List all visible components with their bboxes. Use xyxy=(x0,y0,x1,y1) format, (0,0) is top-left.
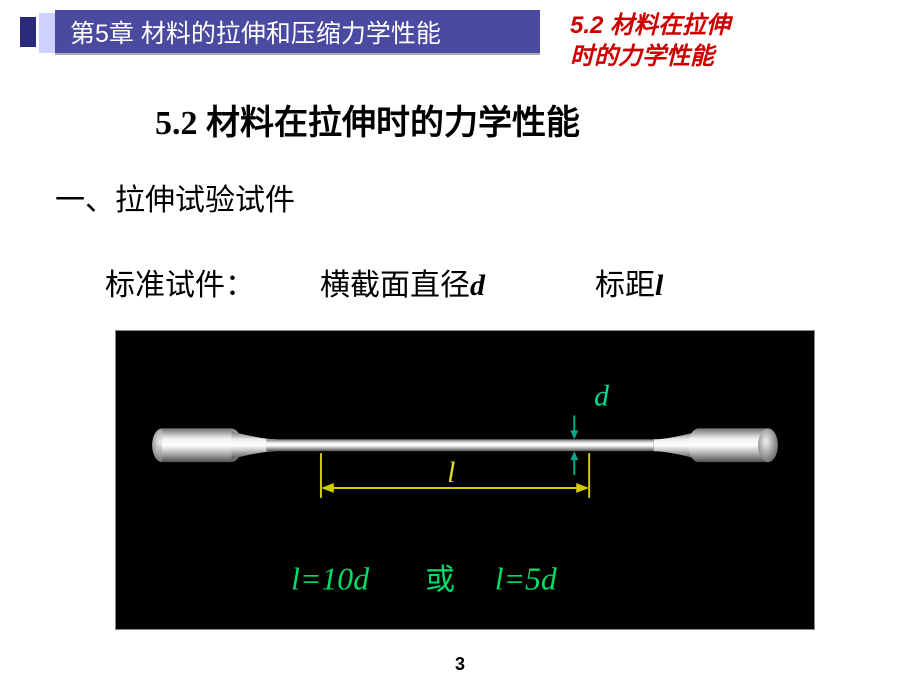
subsection-title: 一、拉伸试验试件 xyxy=(55,175,295,219)
l-marker: l xyxy=(321,453,589,498)
label-standard: 标准试件： xyxy=(105,260,255,304)
formula-2: l=5d xyxy=(495,561,557,596)
formula: l=10d 或 l=5d xyxy=(291,561,557,596)
chapter-title: 第5章 材料的拉伸和压缩力学性能 xyxy=(55,10,540,55)
grip-right-cap xyxy=(758,428,778,462)
page-number: 3 xyxy=(455,654,465,675)
corner-line2: 时的力学性能 xyxy=(570,43,714,70)
label-gauge: 标距l xyxy=(595,260,663,304)
formula-1: l=10d xyxy=(291,561,369,596)
l-label: l xyxy=(447,456,455,489)
corner-line1: 5.2 材料在拉伸 xyxy=(570,12,730,39)
header-bar: 第5章 材料的拉伸和压缩力学性能 xyxy=(20,10,540,55)
d-label: d xyxy=(594,380,609,413)
label-diameter: 横截面直径d xyxy=(320,260,485,304)
formula-mid: 或 xyxy=(425,563,455,596)
header-corner: 5.2 材料在拉伸 时的力学性能 xyxy=(570,10,895,72)
header-decoration xyxy=(20,13,55,53)
grip-left xyxy=(162,428,232,462)
specimen-diagram: d l l=10d 或 l=5d xyxy=(115,330,815,630)
labels-row: 标准试件： 横截面直径d 标距l xyxy=(105,260,663,304)
header-dec-dark xyxy=(20,17,36,47)
header-dec-light xyxy=(39,13,55,53)
section-title: 5.2 材料在拉伸时的力学性能 xyxy=(155,95,580,144)
grip-right xyxy=(698,428,768,462)
gauge-section xyxy=(266,439,653,451)
diagram-svg: d l l=10d 或 l=5d xyxy=(116,331,814,629)
